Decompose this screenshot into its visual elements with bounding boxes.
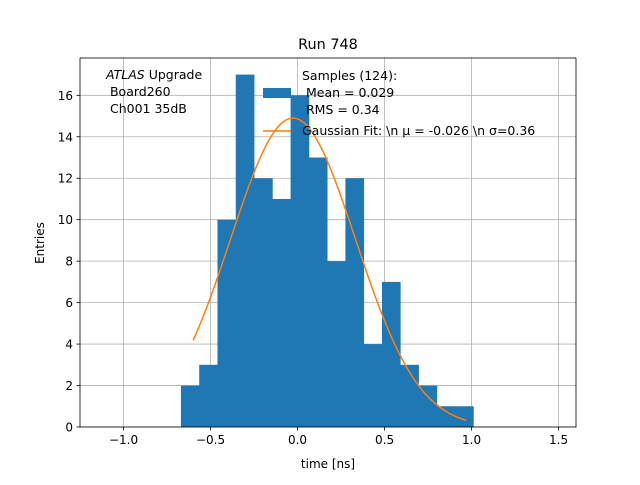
histogram-bar bbox=[363, 344, 383, 427]
histogram-bar bbox=[180, 385, 200, 427]
annotation-line-1: ATLAS Upgrade bbox=[105, 67, 202, 82]
legend-fit-label: Gaussian Fit: \n μ = -0.026 \n σ=0.36 bbox=[302, 123, 535, 138]
annotation-line-3: Ch001 35dB bbox=[106, 101, 187, 116]
histogram-bar bbox=[400, 364, 419, 427]
x-tick-label: 0.5 bbox=[375, 433, 394, 447]
x-tick-label: −0.5 bbox=[196, 433, 225, 447]
histogram-bar bbox=[235, 74, 255, 428]
legend-samples-line-2: Mean = 0.029 bbox=[302, 85, 394, 100]
histogram-bar bbox=[308, 157, 328, 427]
y-tick-label: 6 bbox=[65, 296, 73, 310]
x-tick-label: 0.0 bbox=[288, 433, 307, 447]
y-tick-label: 0 bbox=[65, 421, 73, 435]
histogram-bar bbox=[290, 95, 310, 427]
x-tick-label: 1.0 bbox=[462, 433, 481, 447]
y-tick-label: 2 bbox=[65, 379, 73, 393]
axes-frame bbox=[79, 57, 577, 428]
histogram-bar bbox=[254, 178, 273, 427]
legend: Samples (124): Mean = 0.029 RMS = 0.34 G… bbox=[263, 68, 535, 138]
histogram-bar bbox=[381, 281, 401, 427]
y-tick-label: 4 bbox=[65, 338, 73, 352]
atlas-annotation: ATLAS Upgrade Board260 Ch001 35dB bbox=[105, 67, 202, 116]
y-tick-label: 14 bbox=[58, 130, 73, 144]
histogram-bar bbox=[199, 364, 218, 427]
x-tick-label: 1.5 bbox=[549, 433, 568, 447]
x-tick-label: −1.0 bbox=[109, 433, 138, 447]
y-tick-label: 10 bbox=[58, 213, 73, 227]
y-tick-label: 12 bbox=[58, 172, 73, 186]
x-axis-label: time [ns] bbox=[301, 457, 355, 471]
legend-samples-patch bbox=[263, 88, 291, 98]
histogram-bar bbox=[272, 198, 291, 427]
legend-samples-line-1: Samples (124): bbox=[302, 68, 397, 83]
annotation-upgrade: Upgrade bbox=[145, 67, 203, 82]
histogram-bar bbox=[217, 219, 237, 427]
annotation-atlas: ATLAS bbox=[105, 67, 145, 82]
ticks-layer: −1.0 −0.5 0.0 0.5 1.0 1.5 0 2 4 6 8 10 12 14 16 bbox=[58, 89, 568, 447]
y-tick-label: 8 bbox=[65, 255, 73, 269]
chart-title: Run 748 bbox=[298, 37, 358, 53]
histogram-bar bbox=[455, 406, 474, 427]
gaussian-fit-curve bbox=[192, 117, 467, 421]
histogram-bar bbox=[418, 385, 438, 427]
annotation-line-2: Board260 bbox=[106, 84, 171, 99]
histogram-bar bbox=[327, 261, 346, 427]
histogram-bar bbox=[345, 178, 365, 427]
legend-samples-line-3: RMS = 0.34 bbox=[302, 102, 380, 117]
y-axis-label: Entries bbox=[33, 222, 47, 264]
y-tick-label: 16 bbox=[58, 89, 73, 103]
histogram-bar bbox=[436, 406, 456, 427]
